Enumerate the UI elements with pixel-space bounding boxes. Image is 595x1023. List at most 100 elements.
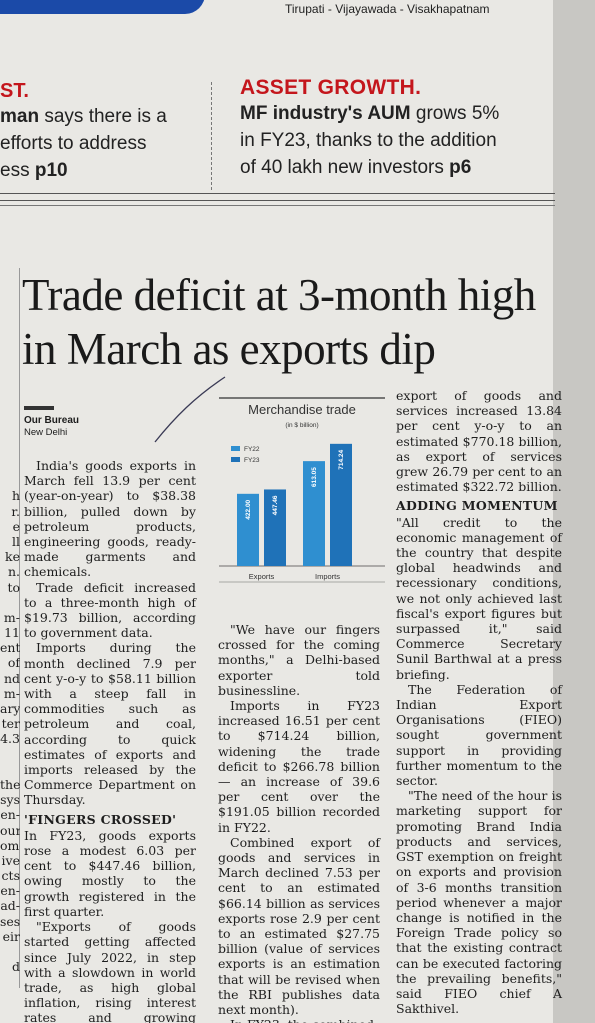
teaser-left-page: p10 [34,160,68,181]
legend-swatch [231,446,240,451]
section-rule [0,193,555,194]
teaser-left-line1: says there is a [39,106,167,127]
adjacent-fragment: ke [5,549,20,565]
edition-line: Tirupati - Vijayawada - Visakhapatnam [285,2,490,16]
teaser-divider [211,82,212,190]
adjacent-fragment: ad- [0,898,20,914]
article-paragraph: Trade deficit increased to a three-month… [24,579,196,641]
article-paragraph: In FY23, goods exports rose a modest 6.0… [24,827,196,919]
adjacent-fragment: sys [0,792,20,808]
column-rule [19,268,20,988]
byline: Our Bureau New Delhi [24,406,79,438]
adjacent-fragment [0,458,20,473]
article-paragraph: Imports in FY23 increased 16.51 per cent… [218,698,380,835]
teaser-right-bold: MF industry's AUM [240,103,411,124]
adjacent-fragment: n. [7,564,20,580]
teaser-right-page: p6 [449,157,472,178]
teaser-right-line1-wrap: MF industry's AUM grows 5% [240,100,560,127]
adjacent-fragment: 11 [4,625,20,641]
teaser-left-tag: ST. [0,80,29,102]
article-paragraph: "The need of the hour is marketing suppo… [396,788,562,1017]
teaser-left-line3: ess p10 [0,157,200,184]
bar-data-label: 447.46 [272,495,279,515]
adjacent-fragment: om- [0,837,20,853]
adjacent-fragment: e [12,518,20,534]
adjacent-fragment [0,944,20,959]
article-paragraph: "Exports of goods started getting affect… [24,919,196,1023]
adjacent-fragment: m- [3,685,20,701]
adjacent-fragment [0,595,20,610]
adjacent-fragment [0,762,20,777]
adjacent-column-fragments: h r. e ll ke n. to m- 11 ent of nd m-ary ter 4.3 the sys… [0,458,20,974]
adjacent-fragment: nd [3,670,20,686]
article-paragraph: In FY23, the combined [218,1017,380,1023]
section-rule [0,205,555,206]
article-headline: Trade deficit at 3-month high in March a… [22,270,536,374]
teaser-left: ST. man says there is a efforts to addre… [0,80,200,184]
teaser-left-text: man says there is a [0,103,200,130]
article-column-2: "We have our fingers crossed for the com… [218,622,380,1023]
teaser-right-line2: in FY23, thanks to the addition [240,130,497,151]
merchandise-trade-chart: Merchandise trade (in $ billion) FY22 FY23 4… [219,397,385,583]
legend-swatch [231,457,240,462]
masthead-strip: Tirupati - Vijayawada - Visakhapatnam [0,0,555,22]
bar-data-label: 422.00 [245,499,252,519]
adjacent-fragment: ent [0,640,20,656]
article-subhead: 'FINGERS CROSSED' [24,811,177,827]
chart-bar [237,493,259,566]
chart-title: Merchandise trade [248,402,356,417]
adjacent-fragment: en- [0,883,20,899]
adjacent-fragment: of [7,655,20,671]
article-subhead: ADDING MOMENTUM [396,498,558,514]
bar-data-label: 613.05 [311,467,318,487]
article-paragraph: "We have our fingers crossed for the com… [218,622,380,698]
teaser-right-line1: grows 5% [410,103,500,124]
article-paragraph: Imports during the month declined 7.9 pe… [24,640,196,808]
adjacent-fragment: en- [0,807,20,823]
teaser-right: ASSET GROWTH. MF industry's AUM grows 5%… [240,76,560,181]
adjacent-fragment: ter [1,716,20,732]
article-paragraph: The Federation of Indian Export Organisa… [396,681,562,789]
adjacent-fragment: ll [12,533,20,549]
article-paragraph: "All credit to the economic management o… [396,514,562,682]
adjacent-fragment: 4.3 [0,731,20,747]
teaser-right-tag: ASSET GROWTH. [240,76,422,99]
adjacent-fragment: the [0,776,20,792]
adjacent-fragment: ary [0,701,20,716]
chart-bar [303,461,325,566]
adjacent-fragment: our [0,822,20,838]
adjacent-fragment: ses [0,913,20,929]
section-rule [0,200,555,201]
legend-label: FY23 [244,457,260,464]
adjacent-fragment [0,473,20,488]
chart-bar [264,489,286,566]
article-column-1: India's goods exports in March fell 13.9… [24,458,196,1023]
bar-data-label: 714.24 [338,449,345,469]
teaser-left-line2: efforts to address [0,133,147,154]
byline-city: New Delhi [24,427,68,438]
adjacent-fragment: ive [1,852,20,868]
byline-bar [24,406,54,410]
adjacent-fragment: m- [3,609,20,625]
article-column-3: export of goods and services increased 1… [396,388,562,1016]
article-paragraph: export of goods and services increased 1… [396,388,562,495]
teaser-right-line3: of 40 lakh new investors p6 [240,154,560,181]
teaser-left-bold: man [0,106,40,127]
chart-bar [330,443,352,566]
article-paragraph: Combined export of goods and services in… [218,834,380,1018]
adjacent-fragment: to [7,579,20,595]
adjacent-fragment: cts [1,868,20,884]
teaser-left-line3-text: ess [0,160,35,181]
teaser-right-line3-text: of 40 lakh new investors [240,157,450,178]
adjacent-fragment: d p2 [11,959,20,975]
adjacent-fragment: r. [11,503,20,519]
pen-mark-icon [154,376,226,443]
adjacent-fragment [0,747,20,762]
chart-subtitle: (in $ billion) [285,422,318,429]
adjacent-fragment: eir [2,928,20,944]
adjacent-fragment: h [11,488,20,504]
legend-label: FY22 [244,446,260,453]
masthead-logo-fragment [0,0,205,14]
chart-category-label: Exports [249,572,275,581]
